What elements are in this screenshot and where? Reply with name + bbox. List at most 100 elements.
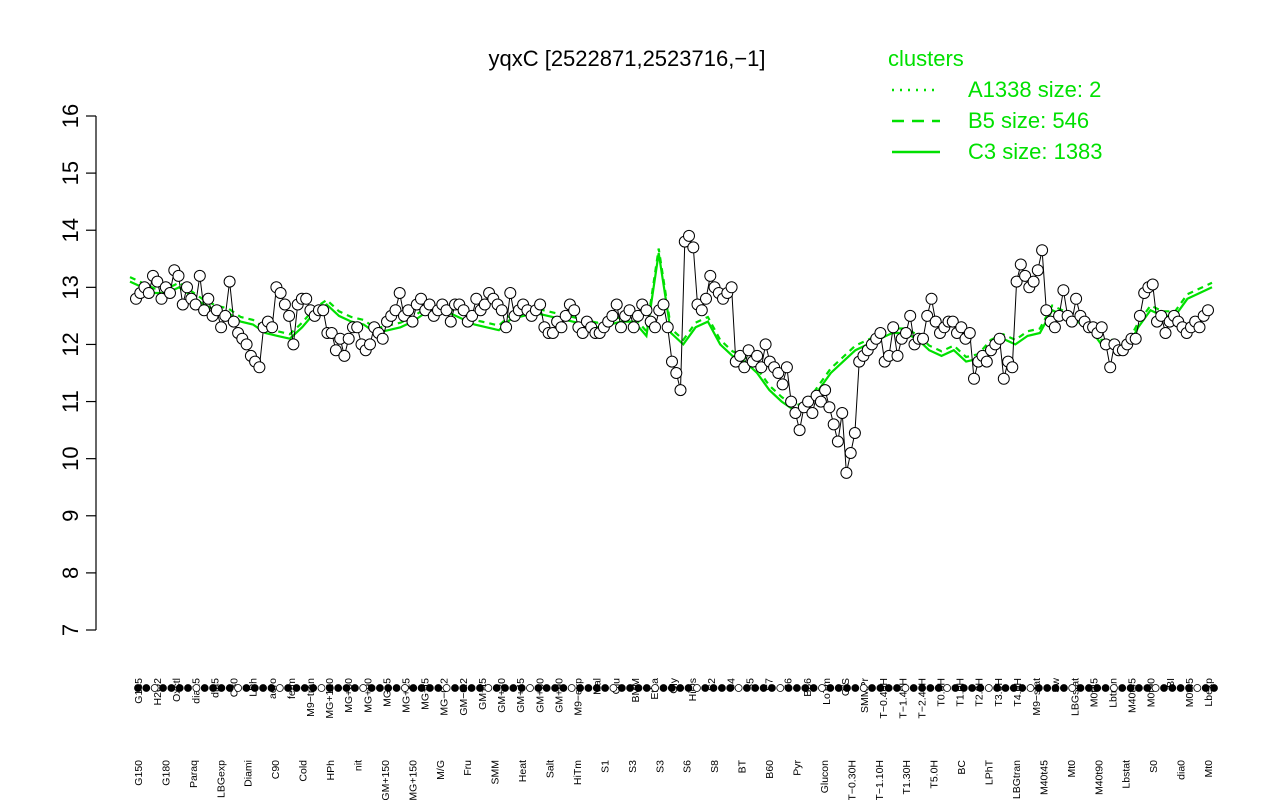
data-point (1146, 278, 1159, 291)
x-mark (826, 684, 835, 692)
x-mark (659, 684, 668, 692)
x-mark (1034, 684, 1043, 692)
data-point (836, 407, 849, 419)
x-mark (759, 684, 768, 692)
x-condition-label: M0t45 (1088, 678, 1100, 707)
x-mark (1085, 684, 1093, 692)
y-tick-label: 10 (58, 446, 83, 470)
data-point (606, 309, 619, 322)
x-mark (209, 684, 218, 692)
x-condition-label: T−0.30H (846, 760, 858, 800)
x-condition-label: S1 (599, 760, 611, 773)
x-condition-label: SMM (490, 760, 502, 785)
data-point (742, 344, 755, 357)
x-condition-label: M40t45 (1127, 678, 1139, 713)
data-point (151, 275, 164, 288)
x-mark (1093, 684, 1102, 692)
x-condition-label: M40t90 (1093, 760, 1105, 795)
data-point (181, 281, 193, 294)
x-condition-label: S0 (1148, 760, 1160, 773)
data-point (623, 304, 636, 317)
y-tick-label: 11 (58, 390, 83, 413)
data-point (351, 321, 364, 334)
x-mark (617, 684, 626, 692)
x-mark (901, 684, 910, 692)
x-mark (200, 684, 209, 692)
data-point (342, 332, 355, 345)
x-mark (1176, 684, 1185, 692)
x-mark (292, 684, 301, 692)
x-mark (818, 684, 826, 692)
x-mark (718, 684, 726, 692)
data-point (615, 321, 627, 334)
data-point (759, 338, 772, 351)
data-point (627, 321, 640, 334)
data-point (683, 229, 695, 242)
data-point (457, 304, 470, 317)
x-mark (1126, 684, 1135, 692)
x-condition-label: GM+150 (380, 760, 392, 800)
data-point (406, 315, 419, 328)
data-point (376, 332, 389, 345)
x-mark (851, 684, 860, 692)
y-tick-label: 14 (58, 218, 83, 242)
x-condition-label: SMMPr (859, 678, 871, 714)
x-mark (567, 684, 576, 692)
x-condition-label: T−2.40H (916, 678, 928, 719)
x-mark (1043, 684, 1052, 692)
data-point (155, 292, 168, 305)
x-condition-label: BI (1165, 678, 1177, 688)
x-mark (459, 684, 468, 692)
y-tick-label: 16 (58, 104, 83, 128)
data-point (283, 309, 296, 322)
data-point (240, 338, 253, 351)
data-point (389, 304, 402, 317)
x-condition-label: Pyr (792, 759, 804, 775)
data-point (946, 315, 959, 328)
data-point (325, 327, 338, 339)
data-point (440, 304, 453, 317)
x-mark (1110, 684, 1118, 692)
data-point (415, 292, 427, 305)
x-mark (1101, 684, 1110, 692)
data-point (198, 304, 211, 317)
data-point (610, 298, 623, 311)
x-condition-label: HiTm (572, 760, 584, 785)
x-condition-label: Mt0 (1066, 760, 1078, 778)
data-point (300, 292, 313, 305)
x-mark (534, 684, 543, 692)
x-condition-label: S8 (709, 760, 721, 773)
data-point (1129, 332, 1142, 345)
data-point (393, 287, 406, 299)
x-condition-label: S6 (682, 760, 694, 773)
legend-label: A1338 size: 2 (968, 77, 1101, 102)
data-point (495, 304, 508, 317)
x-mark (192, 684, 201, 692)
x-mark (726, 684, 735, 692)
x-condition-label: BC (956, 760, 968, 775)
x-condition-label: MG+t5 (420, 678, 432, 710)
x-condition-label: M40t45 (1038, 760, 1050, 795)
data-point (734, 349, 747, 362)
x-mark (809, 684, 818, 692)
x-condition-label: GM+30 (496, 678, 508, 713)
x-mark (259, 684, 268, 692)
y-tick-label: 9 (58, 510, 83, 522)
x-condition-label: M0t45 (1184, 678, 1196, 707)
x-mark (350, 684, 359, 692)
x-condition-label: nit (353, 760, 365, 771)
y-axis: 7 8 9 10 11 12 13 14 15 16 (58, 104, 97, 636)
data-point (1155, 309, 1168, 322)
legend-title: clusters (888, 46, 964, 71)
x-mark (317, 684, 326, 692)
data-point (1202, 304, 1214, 317)
x-condition-label: GM+60 (534, 678, 546, 713)
x-condition-label: LPhT (984, 759, 996, 785)
data-point (725, 281, 738, 294)
x-mark (1193, 684, 1202, 692)
x-condition-label: Lbstat (1121, 760, 1133, 789)
data-point (891, 349, 904, 362)
data-point (1095, 321, 1108, 334)
data-point (874, 327, 887, 339)
